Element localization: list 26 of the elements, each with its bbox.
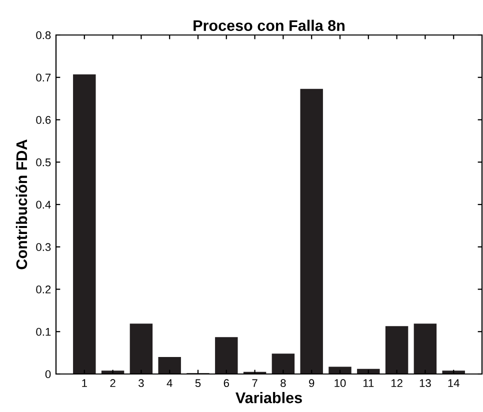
- x-tick-label: 1: [82, 379, 87, 387]
- x-tick-label: 2: [110, 379, 116, 387]
- chart-title: Proceso con Falla 8n: [194, 20, 344, 31]
- y-tick-label: 0.7: [36, 74, 51, 82]
- y-tick-label: 0.8: [36, 31, 51, 40]
- x-tick-label: 7: [252, 379, 258, 387]
- x-tick-label: 10: [334, 379, 346, 388]
- x-tick-label: 9: [309, 379, 314, 388]
- y-tick-label: 0.4: [36, 200, 51, 209]
- x-axis-title: Variables: [236, 392, 302, 404]
- y-tick-label: 0.2: [36, 286, 51, 294]
- x-tick-label: 4: [166, 379, 172, 387]
- x-tick-label: 6: [224, 379, 229, 388]
- y-tick-label: 0.6: [36, 116, 51, 124]
- x-tick-label: 13: [420, 379, 431, 388]
- x-tick-label: 8: [280, 379, 286, 388]
- y-tick-label: 0.1: [36, 328, 51, 336]
- x-tick-label: 12: [391, 379, 402, 387]
- x-tick-label: 3: [138, 379, 144, 388]
- x-tick-label: 11: [363, 379, 374, 387]
- y-tick-label: 0.3: [36, 243, 51, 252]
- x-tick-label: 14: [448, 379, 460, 387]
- y-axis-title: Contribución FDA: [16, 140, 28, 270]
- y-tick-label: 0.5: [36, 158, 51, 166]
- x-tick-label: 5: [195, 379, 201, 388]
- y-tick-label: 0: [45, 370, 51, 378]
